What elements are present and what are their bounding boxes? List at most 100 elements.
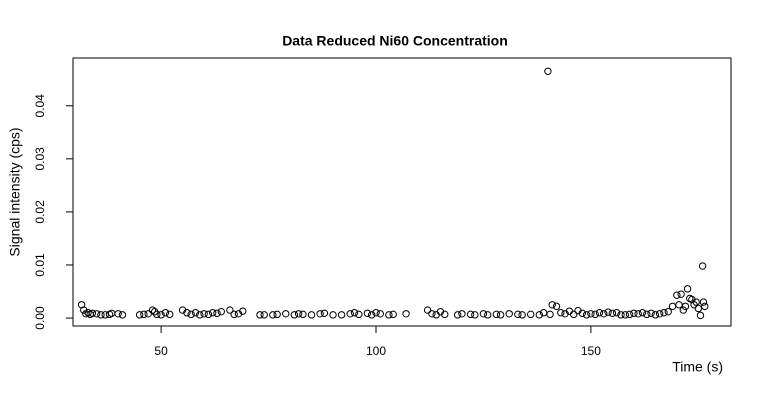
y-tick-label: 0.04 — [33, 94, 47, 118]
data-point — [213, 309, 221, 317]
x-tick-label: 100 — [366, 344, 386, 358]
data-point — [681, 302, 690, 311]
data-point — [389, 310, 397, 319]
y-tick-label: 0.03 — [33, 147, 47, 171]
data-point — [569, 310, 578, 319]
data-point — [140, 310, 148, 319]
data-point — [694, 304, 703, 313]
data-point — [346, 310, 354, 318]
data-point — [699, 298, 708, 306]
data-point — [114, 310, 122, 318]
data-point — [484, 311, 492, 319]
data-point — [591, 310, 599, 319]
data-point — [655, 310, 664, 318]
data-point — [621, 311, 629, 319]
data-point — [496, 311, 505, 319]
data-point — [196, 311, 204, 319]
data-point — [479, 310, 488, 318]
data-point — [368, 311, 376, 319]
data-point — [226, 306, 234, 314]
data-point — [698, 262, 707, 270]
data-point — [546, 310, 554, 319]
x-tick-label: 50 — [154, 344, 168, 358]
data-point — [679, 306, 687, 314]
data-point — [372, 309, 380, 317]
data-point — [376, 310, 384, 318]
data-point — [92, 310, 101, 318]
data-point — [604, 308, 612, 316]
data-point — [161, 309, 170, 317]
data-point — [557, 309, 565, 317]
data-point — [692, 298, 700, 306]
data-point — [273, 310, 281, 319]
data-point — [239, 307, 247, 315]
data-point — [428, 310, 436, 318]
data-point — [441, 310, 449, 319]
data-point — [587, 310, 595, 318]
y-tick-label: 0.01 — [33, 253, 47, 277]
data-point — [548, 301, 556, 309]
y-axis-label: Signal intensity (cps) — [7, 127, 23, 256]
data-point — [673, 291, 681, 299]
data-point — [320, 309, 329, 317]
data-point — [492, 310, 501, 319]
data-point — [97, 311, 105, 319]
data-point — [630, 309, 638, 317]
data-point — [144, 310, 152, 318]
data-point — [544, 67, 552, 75]
data-point — [307, 311, 316, 319]
data-point — [647, 309, 655, 317]
data-point — [608, 309, 617, 317]
data-point — [453, 311, 462, 319]
data-point — [625, 310, 634, 319]
data-point — [514, 310, 522, 319]
data-point — [187, 310, 195, 319]
data-point — [363, 309, 372, 317]
data-point — [208, 309, 217, 317]
data-point — [612, 309, 621, 317]
data-point — [157, 311, 165, 319]
data-point — [643, 310, 651, 319]
data-point — [466, 310, 475, 319]
data-point — [471, 311, 479, 319]
data-point — [135, 311, 144, 319]
data-point — [118, 311, 127, 319]
data-point — [84, 309, 92, 317]
data-point — [582, 311, 591, 319]
data-point — [88, 309, 97, 317]
data-point — [518, 311, 526, 319]
data-point — [153, 310, 161, 319]
data-point — [651, 311, 660, 319]
data-point — [230, 310, 238, 319]
data-point — [269, 311, 277, 319]
y-tick-label: 0.00 — [33, 306, 47, 330]
data-point — [423, 306, 432, 314]
data-point — [260, 311, 268, 319]
data-point — [527, 310, 535, 319]
data-point — [535, 311, 544, 319]
data-point — [505, 310, 513, 318]
data-point — [350, 309, 359, 317]
data-point — [683, 285, 692, 293]
data-point — [458, 310, 466, 318]
data-point — [217, 307, 225, 316]
data-point — [256, 311, 264, 319]
data-point — [316, 310, 324, 318]
data-point — [204, 310, 213, 319]
chart-title: Data Reduced Ni60 Concentration — [282, 33, 508, 49]
data-point — [191, 309, 200, 317]
data-point — [552, 302, 561, 311]
data-point — [402, 310, 410, 318]
data-point — [638, 309, 647, 317]
data-point — [337, 311, 346, 319]
data-point — [282, 310, 290, 318]
data-point — [299, 310, 307, 319]
data-point — [329, 311, 337, 319]
y-tick-label: 0.02 — [33, 200, 47, 224]
data-point — [634, 310, 642, 318]
data-point — [294, 310, 303, 318]
data-point — [664, 307, 672, 316]
data-point — [183, 309, 191, 317]
